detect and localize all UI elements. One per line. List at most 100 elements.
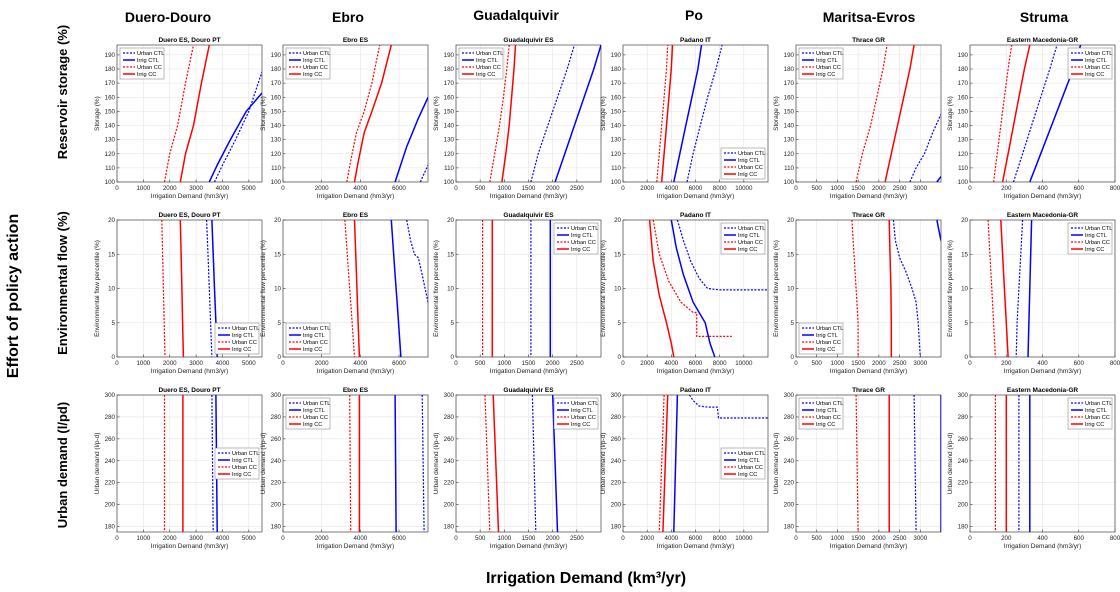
y-tick-label: 190 <box>105 52 116 59</box>
legend-entry: Urban CC <box>1085 240 1110 246</box>
plot-frame <box>282 394 429 533</box>
legend-entry: Irrig CC <box>738 247 757 253</box>
panel-title: Padano IT <box>680 37 711 44</box>
y-tick-label: 200 <box>784 502 795 509</box>
y-tick-label: 180 <box>444 66 455 73</box>
y-tick-label: 220 <box>611 480 622 487</box>
x-tick-label: 10000 <box>735 360 753 367</box>
legend-entry: Urban CC <box>816 65 841 71</box>
y-axis-label: Storage (%) <box>260 96 267 131</box>
y-tick-label: 220 <box>784 480 795 487</box>
series-line-urban-cc <box>349 395 352 532</box>
x-tick-label: 1000 <box>497 535 511 542</box>
series-line-irrig-ctl <box>936 175 941 182</box>
panel-r0-c2: 100 110 120 130 140 150 160 170 180 190 0 500 1000 15… <box>433 37 602 200</box>
series-group <box>855 395 941 532</box>
x-tick-label: 2500 <box>570 360 584 367</box>
legend-entry: Irrig CTL <box>1085 233 1107 239</box>
legend-entry: Irrig CTL <box>476 58 498 64</box>
x-axis-label: Irrigation Demand (hm3/yr) <box>830 193 908 200</box>
series-line-urban-ctl <box>211 395 214 532</box>
series-line-urban-cc <box>346 45 381 182</box>
legend-entry: Irrig CTL <box>816 58 838 64</box>
legend-entry: Urban CC <box>738 240 763 246</box>
series-line-irrig-ctl <box>673 45 703 182</box>
legend-entry: Urban CTL <box>571 401 598 407</box>
series-line-urban-cc <box>163 45 195 182</box>
y-tick-label: 20 <box>787 217 794 224</box>
series-line-urban-ctl <box>1012 45 1058 182</box>
y-tick-label: 150 <box>958 108 969 115</box>
legend-entry: Urban CTL <box>1085 401 1112 407</box>
x-tick-label: 2000 <box>315 185 329 192</box>
x-tick-label: 600 <box>1074 360 1085 367</box>
legend-entry: Irrig CC <box>303 347 322 353</box>
series-line-urban-cc <box>855 45 888 182</box>
panel-title: Guadalquivir ES <box>503 212 554 219</box>
y-axis-label: Storage (%) <box>773 96 780 131</box>
legend-entry: Urban CC <box>303 415 328 421</box>
y-tick-label: 240 <box>784 458 795 465</box>
series-line-urban-ctl <box>419 164 428 182</box>
y-tick-label: 15 <box>108 251 115 258</box>
y-tick-label: 140 <box>105 123 116 130</box>
x-tick-label: 0 <box>968 535 972 542</box>
x-tick-label: 2000 <box>640 185 654 192</box>
series-line-urban-cc <box>484 395 491 532</box>
series-line-irrig-cc <box>884 45 915 182</box>
legend-entry: Irrig CC <box>303 422 322 428</box>
panel-title: Duero ES, Douro PT <box>158 37 220 44</box>
x-tick-label: 2000 <box>546 535 560 542</box>
y-tick-label: 240 <box>611 458 622 465</box>
y-tick-label: 300 <box>105 392 116 399</box>
y-axis-label: Urban demand (l/p-d) <box>600 433 607 495</box>
x-tick-label: 500 <box>475 185 486 192</box>
x-tick-label: 1500 <box>851 185 865 192</box>
x-tick-label: 4000 <box>353 535 367 542</box>
legend-entry: Irrig CC <box>137 72 156 78</box>
legend-entry: Urban CTL <box>303 51 330 57</box>
y-tick-label: 190 <box>444 52 455 59</box>
y-tick-label: 110 <box>105 165 115 172</box>
y-axis-label: Urban demand (l/p-d) <box>260 433 267 495</box>
y-tick-label: 190 <box>958 52 969 59</box>
series-line-urban-ctl <box>892 220 921 357</box>
series-line-irrig-cc <box>1001 45 1031 182</box>
panel-r1-c4: 0 5 10 15 20 0 500 1000 1500 2000 2500 3000 Thrace G… <box>773 212 942 375</box>
x-tick-label: 600 <box>1074 185 1085 192</box>
y-axis-label: Urban demand (l/p-d) <box>433 433 440 495</box>
x-axis-label: Irrigation Demand (hm3/yr) <box>317 368 395 375</box>
y-axis-label: Urban demand (l/p-d) <box>947 433 954 495</box>
y-tick-label: 160 <box>105 94 116 101</box>
y-tick-label: 0 <box>278 354 282 361</box>
legend-entry: Irrig CC <box>816 422 835 428</box>
x-tick-label: 6000 <box>689 535 703 542</box>
x-tick-label: 600 <box>1074 535 1085 542</box>
legend-entry: Urban CC <box>303 65 328 71</box>
y-tick-label: 180 <box>784 66 795 73</box>
series-line-irrig-ctl <box>670 220 716 357</box>
y-tick-label: 220 <box>444 480 455 487</box>
y-tick-label: 20 <box>274 217 281 224</box>
x-axis-label: Irrigation Demand (hm3/yr) <box>490 193 568 200</box>
x-axis-label: Irrigation Demand (hm3/yr) <box>657 543 735 550</box>
x-tick-label: 2000 <box>163 535 177 542</box>
y-axis-label: Environmental flow percentile (%) <box>947 240 954 337</box>
x-tick-label: 0 <box>621 185 625 192</box>
y-tick-label: 180 <box>611 66 622 73</box>
series-group <box>994 395 1031 532</box>
x-tick-label: 1500 <box>522 360 536 367</box>
x-tick-label: 0 <box>968 185 972 192</box>
series-group <box>163 45 262 182</box>
plot-frame <box>455 394 602 533</box>
panel-title: Thrace GR <box>852 37 885 44</box>
legend-entry: Urban CC <box>571 415 596 421</box>
plot-frame <box>622 219 769 358</box>
panel-title: Guadalquivir ES <box>503 387 554 394</box>
